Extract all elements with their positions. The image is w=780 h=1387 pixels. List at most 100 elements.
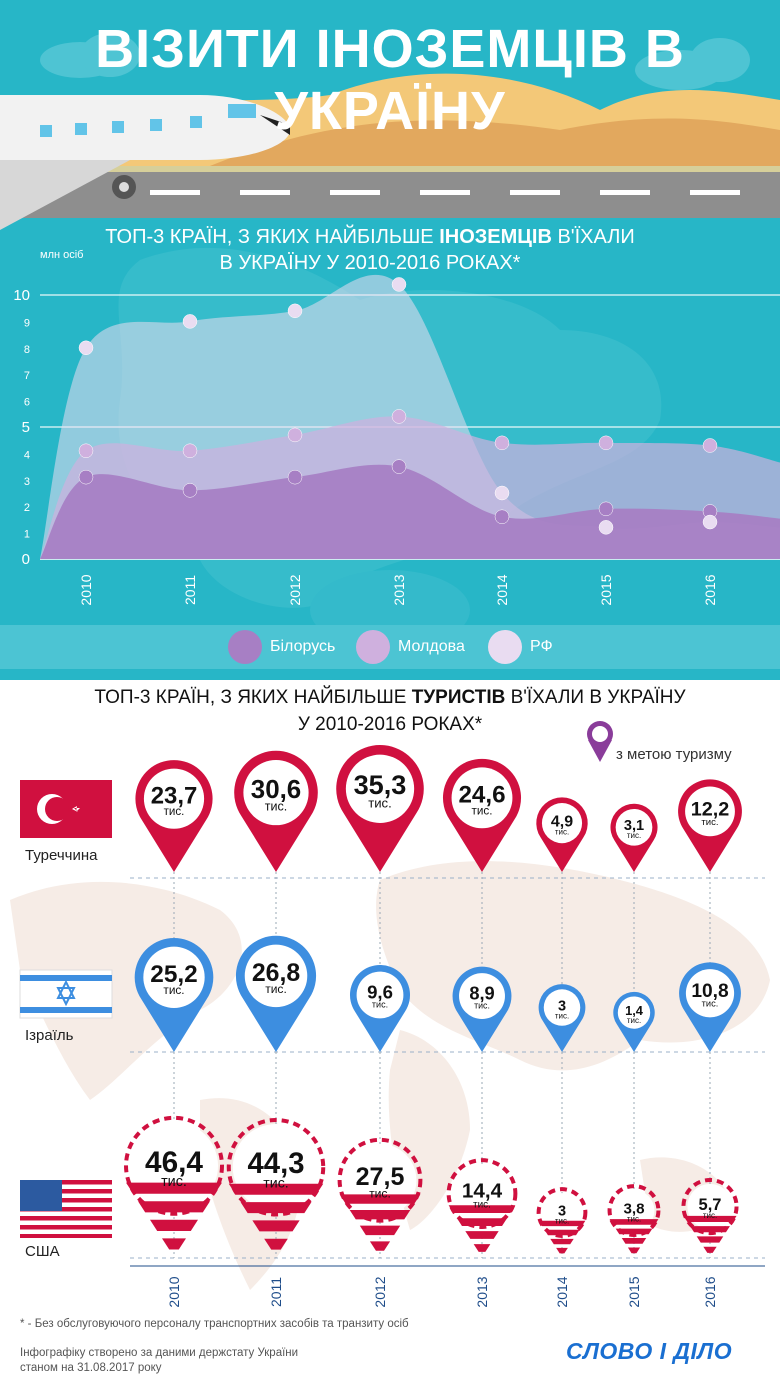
y-tick-label: 9 xyxy=(24,317,30,329)
point-moldova xyxy=(702,438,718,453)
pin-hole xyxy=(685,969,735,1018)
pin-stripe xyxy=(252,1220,300,1232)
pin-stripe xyxy=(126,1182,222,1194)
pin-stripe xyxy=(703,1246,717,1253)
pin-stripe xyxy=(339,1194,421,1204)
visits-chart-title-prefix: ТОП-3 КРАЇН, З ЯКИХ НАЙБІЛЬШЕ xyxy=(105,226,440,248)
area-belarus xyxy=(40,464,780,559)
pin-unit-label: тис. xyxy=(627,831,641,840)
visits-chart-title-bold: ІНОЗЕМЦІВ xyxy=(439,226,552,248)
pin-hole xyxy=(356,971,404,1019)
year-label: 2011 xyxy=(268,1277,284,1307)
x-tick-label: 2015 xyxy=(598,574,614,605)
pin-ring xyxy=(337,1137,423,1223)
pin-stripe xyxy=(690,1226,730,1233)
pin-stripe xyxy=(538,1220,586,1227)
year-label: 2013 xyxy=(474,1276,490,1307)
legend-item-moldova: Молдова xyxy=(356,629,465,665)
point-moldova xyxy=(78,443,94,459)
country-label-israel: Ізраїль xyxy=(25,1027,74,1044)
legend-swatch-russia xyxy=(488,630,522,664)
pin-stripe xyxy=(359,1225,401,1236)
pin-stripe xyxy=(349,1210,411,1220)
x-tick-label: 2010 xyxy=(78,574,94,605)
x-tick-label: 2011 xyxy=(182,575,198,605)
tourists-chart-title-prefix: ТОП-3 КРАЇН, З ЯКИХ НАЙБІЛЬШЕ xyxy=(94,687,412,708)
source-line-2: станом на 31.08.2017 року xyxy=(20,1362,162,1374)
pin-unit-label: тис. xyxy=(627,1016,641,1025)
flag-turkey-icon xyxy=(20,780,112,838)
pin-value-label: 24,6 xyxy=(458,782,505,809)
pin-value-label: 14,4 xyxy=(462,1180,503,1203)
pin-stripe xyxy=(150,1219,198,1231)
pin-unit-label: тис. xyxy=(164,806,185,818)
point-russia xyxy=(78,340,94,356)
pin-unit-label: тис. xyxy=(474,1001,490,1011)
pin-stripe xyxy=(473,1244,491,1252)
point-moldova xyxy=(391,409,407,424)
brand-logo: СЛОВО І ДІЛО xyxy=(566,1338,733,1364)
y-tick-label: 7 xyxy=(24,370,30,382)
pin-value-label: 35,3 xyxy=(354,769,407,800)
pin-stripe xyxy=(683,1215,737,1222)
pin-hole xyxy=(685,786,735,837)
y-tick-label: 0 xyxy=(22,551,30,568)
pin-unit-label: тис. xyxy=(372,1000,388,1010)
y-tick-label: 5 xyxy=(22,419,30,436)
x-tick-label: 2013 xyxy=(391,574,407,605)
pin-unit-label: тис. xyxy=(265,982,287,996)
pin-hole xyxy=(615,808,653,846)
pin-unit-label: тис. xyxy=(473,1200,491,1211)
world-map-background xyxy=(10,861,770,1290)
y-tick-label: 3 xyxy=(24,476,30,488)
y-axis-label: млн осіб xyxy=(40,249,83,261)
tourists-chart-title: ТОП-3 КРАЇН, З ЯКИХ НАЙБІЛЬШЕ ТУРИСТІВ В… xyxy=(40,684,740,738)
legend-swatch-belarus xyxy=(228,630,262,664)
pin-stripe xyxy=(456,1218,508,1226)
pin-hole xyxy=(143,768,205,829)
tourism-legend: з метою туризму xyxy=(587,721,732,763)
pin-unit-label: тис. xyxy=(161,1174,187,1190)
year-label: 2015 xyxy=(626,1276,642,1307)
pin-stripe xyxy=(696,1236,724,1243)
flag-israel-icon xyxy=(19,969,113,1019)
pin-ring xyxy=(536,1187,588,1238)
pin-stripe xyxy=(544,1229,580,1236)
pin-value-label: 25,2 xyxy=(150,961,197,988)
tourism-legend-label: з метою туризму xyxy=(616,746,732,763)
pin-stripe xyxy=(162,1238,186,1250)
tourists-chart-title-bold: ТУРИСТІВ xyxy=(411,687,506,708)
pin-value-label: 30,6 xyxy=(251,776,301,804)
point-russia xyxy=(391,277,407,292)
visits-area-chart: млн осіб 0 1 2 3 4 5 6 7 8 9 10 2010 2011 2012 2013 201… xyxy=(13,249,780,606)
source-line-1: Інфографіку створено за даними держстату… xyxy=(20,1347,299,1359)
pin-value-label: 3 xyxy=(558,1203,566,1219)
pin-hole xyxy=(243,759,309,826)
pin-stripe xyxy=(240,1202,312,1214)
pin-value-label: 10,8 xyxy=(691,981,729,1002)
point-moldova xyxy=(494,435,510,451)
country-label-usa: США xyxy=(25,1243,60,1260)
pin-value-label: 3 xyxy=(558,998,566,1014)
legend-band xyxy=(0,625,780,669)
year-label: 2016 xyxy=(702,1276,718,1307)
x-tick-label: 2016 xyxy=(702,574,718,605)
pin-unit-label: тис. xyxy=(263,1175,288,1191)
pin-hole xyxy=(143,946,205,1008)
pin-ring xyxy=(124,1115,224,1216)
y-tick-label: 6 xyxy=(24,397,30,409)
y-tick-label: 4 xyxy=(24,449,30,461)
pin-stripe xyxy=(465,1231,499,1239)
